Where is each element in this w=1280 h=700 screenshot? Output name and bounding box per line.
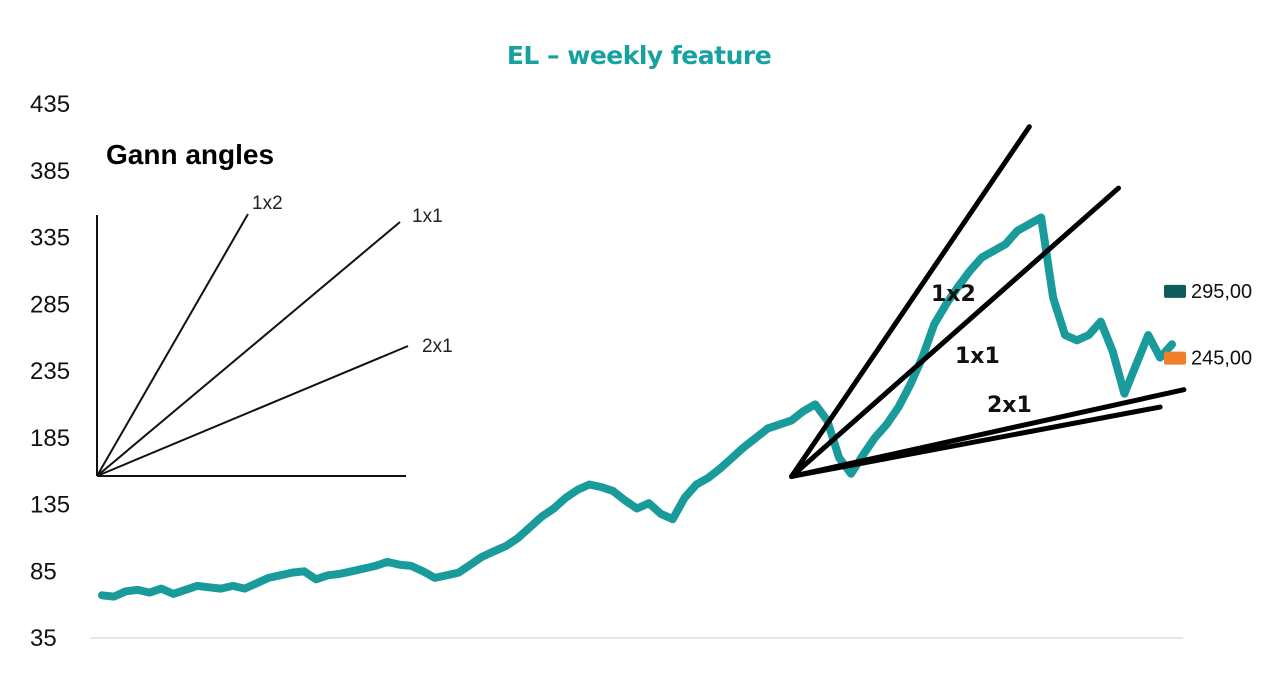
fan-label-1x2: 1x2: [931, 282, 976, 307]
legend-line-1x1: [96, 221, 401, 477]
y-tick-label: 35: [30, 625, 57, 652]
legend-label-1x1: 1x1: [412, 206, 443, 227]
price-line: [98, 213, 1176, 601]
legend-line-2x1: [96, 345, 409, 477]
chart-title: EL – weekly feature: [507, 41, 771, 70]
price-marker-swatch: [1164, 351, 1186, 365]
gann-line-1x1: [789, 185, 1121, 479]
price-marker-label: 245,00: [1191, 348, 1252, 370]
gann-angles-legend: Gann angles 1x2 1x1 2x1: [96, 139, 453, 477]
y-tick-label: 335: [30, 225, 70, 252]
y-tick-label: 235: [30, 358, 70, 385]
y-tick-label: 435: [30, 91, 70, 118]
legend-label-2x1: 2x1: [422, 336, 453, 357]
gann-fan: [789, 124, 1187, 479]
fan-label-1x1: 1x1: [955, 344, 1000, 369]
gann-line-extra-3: [789, 387, 1187, 479]
fan-label-2x1: 2x1: [987, 393, 1032, 418]
legend-label-1x2: 1x2: [252, 193, 283, 214]
y-tick-label: 135: [30, 492, 70, 519]
legend-title: Gann angles: [106, 139, 274, 170]
gann-line-1x2: [789, 124, 1032, 479]
legend-line-1x2: [96, 213, 249, 477]
y-axis: 435 385 335 285 235 185 135 85 35: [30, 91, 70, 652]
y-tick-label: 385: [30, 158, 70, 185]
price-marker-label: 295,00: [1191, 281, 1252, 303]
price-markers: 295,00 245,00: [1164, 281, 1252, 370]
y-tick-label: 85: [30, 558, 57, 585]
y-tick-label: 185: [30, 425, 70, 452]
price-series: [98, 213, 1176, 601]
price-marker-swatch: [1164, 284, 1186, 298]
y-tick-label: 285: [30, 291, 70, 318]
